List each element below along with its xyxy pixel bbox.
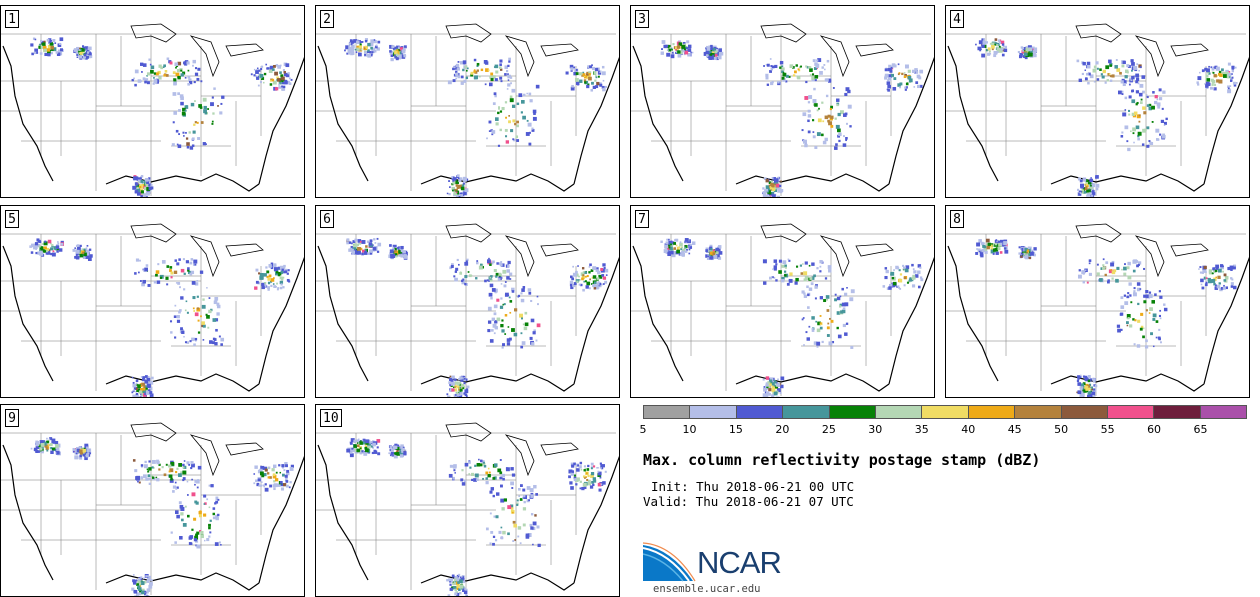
- great-lakes: [445, 422, 579, 477]
- colorbar-tick-label: 35: [914, 423, 929, 436]
- colorbar-segment: [783, 406, 830, 418]
- coastline: [317, 444, 619, 591]
- colorbar-tick-label: 60: [1147, 423, 1162, 436]
- member-number-label: 8: [950, 210, 964, 228]
- reflectivity-map: [316, 223, 619, 397]
- coastline: [2, 444, 304, 591]
- map-title: Max. column reflectivity postage stamp (…: [643, 451, 1041, 469]
- init-time: Init: Thu 2018-06-21 00 UTC: [651, 479, 855, 494]
- member-number-label: 2: [320, 10, 334, 28]
- state-boundaries: [316, 33, 616, 196]
- ncar-logo-mark: [643, 542, 696, 582]
- colorbar-segment: [1015, 406, 1062, 418]
- colorbar-segment: [875, 406, 923, 418]
- great-lakes: [130, 223, 264, 278]
- colorbar-tick-label: 30: [868, 423, 883, 436]
- ensemble-member-panel[interactable]: 8: [945, 205, 1250, 398]
- reflectivity-map: [946, 223, 1249, 397]
- great-lakes: [130, 23, 264, 78]
- reflectivity-map: [631, 223, 934, 397]
- reflectivity-map: [631, 23, 934, 197]
- reflectivity-colorbar: [643, 405, 1247, 419]
- colorbar-tick-label: 25: [821, 423, 836, 436]
- coastline: [632, 245, 934, 392]
- colorbar-tick-label: 20: [775, 423, 790, 436]
- member-number-label: 6: [320, 210, 334, 228]
- state-boundaries: [1, 233, 301, 396]
- great-lakes: [130, 422, 264, 477]
- state-boundaries: [631, 233, 931, 396]
- colorbar-segment: [1200, 406, 1247, 418]
- coastline: [317, 45, 619, 192]
- colorbar-segment: [644, 406, 691, 418]
- coastline: [2, 245, 304, 392]
- ensemble-member-panel[interactable]: 9: [0, 404, 305, 597]
- ensemble-member-panel[interactable]: 3: [630, 5, 935, 198]
- colorbar-tick-label: 45: [1007, 423, 1022, 436]
- reflectivity-map: [946, 23, 1249, 197]
- ncar-logo-text: NCAR: [697, 545, 782, 580]
- colorbar-segment: [922, 406, 969, 418]
- state-boundaries: [1, 432, 301, 595]
- colorbar-segment: [1154, 406, 1201, 418]
- state-boundaries: [316, 432, 616, 595]
- site-url: ensemble.ucar.edu: [653, 583, 761, 595]
- member-number-label: 9: [5, 409, 19, 427]
- colorbar-tick-label: 50: [1054, 423, 1069, 436]
- state-boundaries: [1, 33, 301, 196]
- member-number-label: 1: [5, 10, 19, 28]
- coastline: [947, 45, 1249, 192]
- reflectivity-map: [1, 422, 304, 596]
- ensemble-member-panel[interactable]: 10: [315, 404, 620, 597]
- great-lakes: [760, 23, 894, 78]
- reflectivity-map: [316, 422, 619, 596]
- colorbar-segment: [690, 406, 737, 418]
- valid-time: Valid: Thu 2018-06-21 07 UTC: [643, 494, 854, 509]
- member-number-label: 5: [5, 210, 19, 228]
- great-lakes: [445, 23, 579, 78]
- great-lakes: [445, 223, 579, 278]
- great-lakes: [760, 223, 894, 278]
- colorbar-segment: [829, 406, 876, 418]
- colorbar-segment: [1061, 406, 1108, 418]
- colorbar-tick-label: 55: [1100, 423, 1115, 436]
- member-number-label: 10: [320, 409, 342, 427]
- ensemble-member-panel[interactable]: 2: [315, 5, 620, 198]
- member-number-label: 4: [950, 10, 964, 28]
- member-number-label: 7: [635, 210, 649, 228]
- colorbar-tick-label: 15: [728, 423, 743, 436]
- colorbar-tick-label: 5: [639, 423, 647, 436]
- colorbar-segment: [736, 406, 784, 418]
- reflectivity-map: [1, 23, 304, 197]
- coastline: [317, 245, 619, 392]
- colorbar-tick-label: 10: [682, 423, 697, 436]
- ensemble-member-panel[interactable]: 7: [630, 205, 935, 398]
- ensemble-member-panel[interactable]: 5: [0, 205, 305, 398]
- reflectivity-map: [316, 23, 619, 197]
- ensemble-member-panel[interactable]: 1: [0, 5, 305, 198]
- ensemble-member-panel[interactable]: 4: [945, 5, 1250, 198]
- member-number-label: 3: [635, 10, 649, 28]
- great-lakes: [1075, 23, 1209, 78]
- colorbar-segment: [1107, 406, 1155, 418]
- ensemble-member-panel[interactable]: 6: [315, 205, 620, 398]
- colorbar-segment: [968, 406, 1016, 418]
- colorbar-tick-label: 65: [1193, 423, 1208, 436]
- state-boundaries: [946, 233, 1246, 396]
- state-boundaries: [631, 33, 931, 196]
- colorbar-tick-label: 40: [961, 423, 976, 436]
- reflectivity-map: [1, 223, 304, 397]
- state-boundaries: [946, 33, 1246, 196]
- colorbar-tick-labels: 5 10 15 20 25 30 35 40 45 50 55 60 65: [639, 423, 1247, 437]
- state-boundaries: [316, 233, 616, 396]
- great-lakes: [1075, 223, 1209, 278]
